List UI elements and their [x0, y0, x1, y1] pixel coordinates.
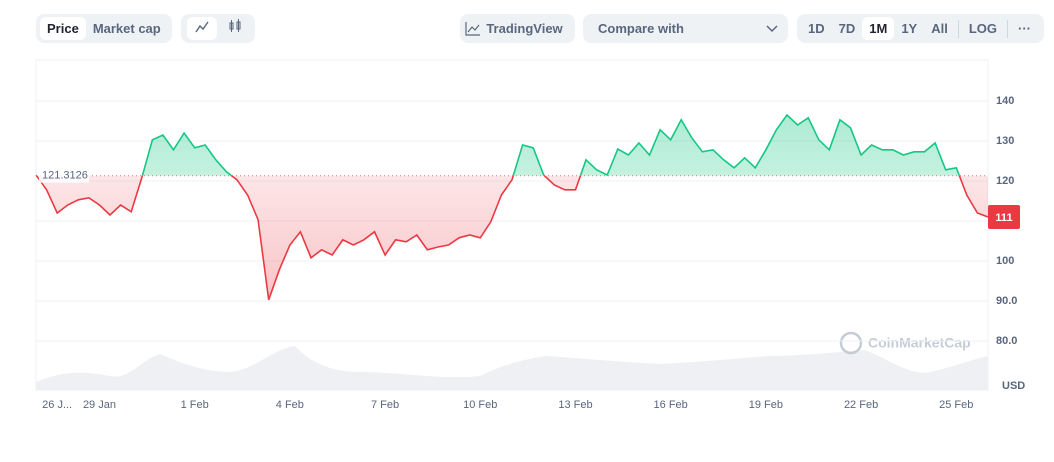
range-button[interactable]: 1D: [808, 21, 825, 36]
line-icon: [194, 21, 209, 33]
range-button[interactable]: ···: [1018, 21, 1032, 36]
candle-icon: [229, 19, 240, 32]
compare-dropdown[interactable]: Compare with: [583, 14, 788, 43]
x-tick-label: 29 Jan: [83, 399, 116, 411]
tradingview-label: TradingView: [486, 21, 563, 36]
y-tick-label: 100: [996, 255, 1014, 267]
separator: [957, 19, 959, 38]
x-tick-label: 10 Feb: [463, 399, 497, 411]
price-tag-label: 111: [995, 212, 1012, 224]
line-style-button[interactable]: [186, 17, 217, 40]
compare-label: Compare with: [598, 21, 684, 36]
separator: [1007, 19, 1009, 38]
y-tick-label: 140: [996, 95, 1014, 107]
x-tick-label: 25 Feb: [939, 399, 973, 411]
watermark: CoinMarketCap: [839, 331, 971, 355]
watermark-text: CoinMarketCap: [868, 335, 971, 351]
tv-icon: [465, 21, 481, 36]
x-tick-label: 26 J...: [42, 399, 72, 411]
range-button[interactable]: LOG: [968, 21, 998, 36]
y-tick-label: 80.0: [996, 335, 1017, 347]
area-up: [36, 115, 960, 176]
baseline-label-bg: [39, 167, 89, 183]
chevron: [766, 24, 778, 32]
range-button[interactable]: All: [931, 21, 948, 36]
price-button[interactable]: Price: [40, 17, 86, 40]
x-tick-label: 7 Feb: [371, 399, 399, 411]
baseline-label: 121.3126: [42, 170, 88, 182]
volume-area: [36, 346, 988, 390]
chart-style-toggle: [181, 14, 255, 43]
tradingview-button[interactable]: TradingView: [460, 14, 575, 43]
range-button[interactable]: 7D: [838, 21, 856, 36]
market-cap-button[interactable]: Market cap: [92, 21, 161, 36]
x-tick-label: 4 Feb: [276, 399, 304, 411]
range-button[interactable]: 1Y: [901, 21, 918, 36]
price-line-up: [35, 113, 961, 176]
y-axis-label: USD: [1002, 380, 1025, 392]
x-tick-label: 13 Feb: [558, 399, 592, 411]
price-line-down: [35, 175, 989, 301]
candle-style-button[interactable]: [220, 17, 250, 40]
y-tick-label: 130: [996, 135, 1014, 147]
range-toggle: 1D 7D 1M 1Y All LOG ···: [797, 14, 1044, 43]
plot-frame: [35, 59, 989, 391]
y-tick-label: 90.0: [996, 295, 1017, 307]
price-tag: [988, 205, 1020, 229]
x-tick-label: 16 Feb: [654, 399, 688, 411]
y-tick-label: 110: [996, 215, 1014, 227]
range-button[interactable]: 1M: [862, 17, 895, 40]
area-down: [36, 175, 988, 300]
x-tick-label: 1 Feb: [181, 399, 209, 411]
y-tick-label: 120: [996, 175, 1014, 187]
x-tick-label: 22 Feb: [844, 399, 878, 411]
x-tick-label: 19 Feb: [749, 399, 783, 411]
metric-toggle: Price Market cap: [36, 14, 172, 43]
